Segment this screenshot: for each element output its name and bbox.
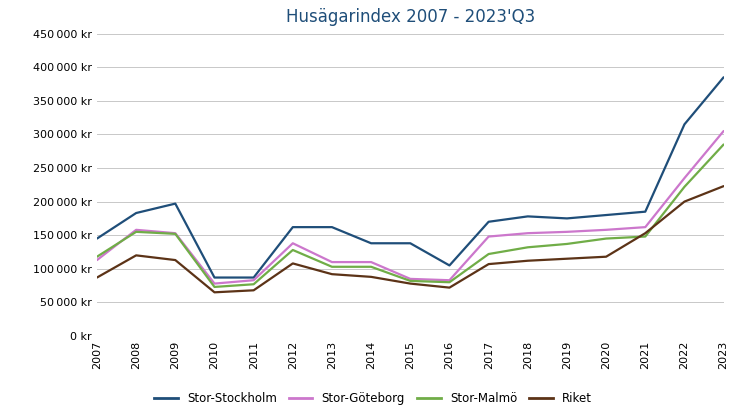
Stor-Göteborg (249, 278, 258, 283)
Stor-Göteborg (327, 260, 336, 265)
Riket (210, 290, 219, 295)
Stor-Malmö (210, 284, 219, 289)
Stor-Malmö (445, 280, 454, 285)
Stor-Göteborg (406, 276, 415, 281)
Line: Stor-Göteborg: Stor-Göteborg (97, 131, 724, 284)
Stor-Malmö (523, 245, 532, 250)
Riket (93, 275, 101, 280)
Stor-Göteborg (131, 227, 140, 232)
Riket (719, 184, 728, 189)
Stor-Göteborg (210, 281, 219, 286)
Riket (601, 254, 610, 259)
Stor-Stockholm (327, 225, 336, 230)
Riket (171, 257, 180, 262)
Stor-Stockholm (366, 241, 375, 246)
Stor-Göteborg (523, 231, 532, 236)
Line: Stor-Stockholm: Stor-Stockholm (97, 77, 724, 278)
Stor-Stockholm (680, 122, 689, 127)
Stor-Stockholm (93, 236, 101, 241)
Riket (249, 288, 258, 293)
Stor-Stockholm (131, 210, 140, 215)
Stor-Göteborg (445, 278, 454, 283)
Stor-Malmö (641, 234, 650, 239)
Stor-Malmö (562, 241, 571, 247)
Stor-Göteborg (601, 227, 610, 232)
Stor-Göteborg (93, 257, 101, 262)
Stor-Göteborg (562, 229, 571, 234)
Stor-Göteborg (288, 241, 297, 246)
Stor-Stockholm (171, 201, 180, 206)
Stor-Malmö (484, 252, 493, 257)
Riket (366, 274, 375, 279)
Stor-Malmö (249, 282, 258, 287)
Stor-Stockholm (523, 214, 532, 219)
Riket (327, 272, 336, 277)
Stor-Malmö (131, 229, 140, 234)
Title: Husägarindex 2007 - 2023'Q3: Husägarindex 2007 - 2023'Q3 (286, 8, 535, 26)
Stor-Göteborg (171, 231, 180, 236)
Riket (680, 199, 689, 204)
Stor-Malmö (406, 278, 415, 284)
Riket (445, 285, 454, 290)
Stor-Stockholm (445, 263, 454, 268)
Stor-Göteborg (366, 260, 375, 265)
Stor-Malmö (327, 264, 336, 269)
Stor-Stockholm (210, 275, 219, 280)
Stor-Göteborg (719, 129, 728, 134)
Stor-Malmö (93, 254, 101, 259)
Stor-Göteborg (484, 234, 493, 239)
Riket (641, 231, 650, 236)
Stor-Stockholm (406, 241, 415, 246)
Stor-Malmö (288, 247, 297, 252)
Stor-Stockholm (484, 219, 493, 224)
Stor-Malmö (601, 236, 610, 241)
Stor-Göteborg (641, 225, 650, 230)
Legend: Stor-Stockholm, Stor-Göteborg, Stor-Malmö, Riket: Stor-Stockholm, Stor-Göteborg, Stor-Malm… (149, 388, 597, 410)
Line: Stor-Malmö: Stor-Malmö (97, 144, 724, 287)
Stor-Malmö (680, 184, 689, 189)
Stor-Malmö (366, 264, 375, 269)
Stor-Stockholm (288, 225, 297, 230)
Stor-Malmö (171, 231, 180, 236)
Line: Riket: Riket (97, 186, 724, 292)
Riket (288, 261, 297, 266)
Stor-Stockholm (249, 275, 258, 280)
Stor-Stockholm (719, 75, 728, 80)
Stor-Stockholm (601, 213, 610, 218)
Riket (562, 256, 571, 261)
Stor-Stockholm (562, 216, 571, 221)
Riket (131, 253, 140, 258)
Stor-Malmö (719, 142, 728, 147)
Stor-Stockholm (641, 209, 650, 214)
Riket (406, 281, 415, 286)
Riket (523, 258, 532, 263)
Stor-Göteborg (680, 176, 689, 181)
Riket (484, 262, 493, 267)
